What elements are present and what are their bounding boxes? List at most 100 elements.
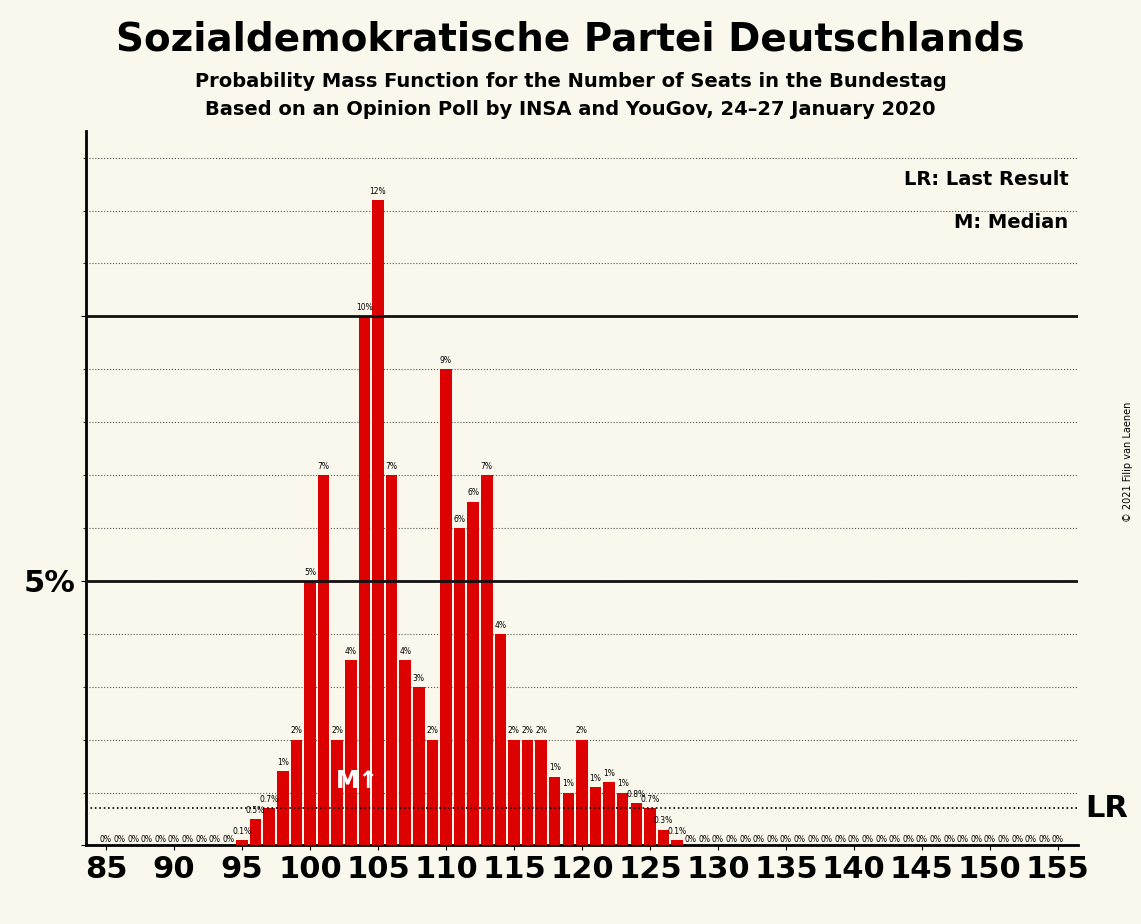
Text: 0.3%: 0.3% — [654, 817, 673, 825]
Text: 0%: 0% — [222, 835, 234, 844]
Text: 2%: 2% — [291, 726, 302, 736]
Text: 0%: 0% — [780, 835, 792, 844]
Bar — [494, 634, 507, 845]
Text: 0%: 0% — [209, 835, 220, 844]
Text: M↑: M↑ — [335, 769, 379, 793]
Text: 7%: 7% — [317, 462, 330, 471]
Bar — [345, 661, 356, 845]
Text: 3%: 3% — [413, 674, 424, 683]
Text: 0%: 0% — [154, 835, 167, 844]
Bar — [549, 777, 560, 845]
Text: M: Median: M: Median — [954, 213, 1068, 232]
Bar — [264, 808, 275, 845]
Text: 0%: 0% — [889, 835, 900, 844]
Text: 0%: 0% — [168, 835, 180, 844]
Bar — [468, 502, 479, 845]
Text: 0.7%: 0.7% — [259, 796, 278, 804]
Bar — [657, 830, 670, 845]
Bar — [482, 475, 493, 845]
Bar — [617, 793, 629, 845]
Bar — [590, 787, 601, 845]
Bar — [413, 687, 424, 845]
Text: 1%: 1% — [604, 769, 615, 778]
Text: 0%: 0% — [753, 835, 764, 844]
Bar — [331, 739, 343, 845]
Text: 6%: 6% — [467, 488, 479, 497]
Text: 1%: 1% — [590, 774, 601, 783]
Text: Sozialdemokratische Partei Deutschlands: Sozialdemokratische Partei Deutschlands — [116, 20, 1025, 58]
Text: 0%: 0% — [861, 835, 874, 844]
Bar — [427, 739, 438, 845]
Text: LR: LR — [1085, 794, 1128, 823]
Bar — [563, 793, 574, 845]
Text: 2%: 2% — [535, 726, 547, 736]
Text: 4%: 4% — [399, 647, 411, 656]
Text: 1%: 1% — [549, 763, 560, 772]
Bar — [399, 661, 411, 845]
Text: 7%: 7% — [480, 462, 493, 471]
Text: 1%: 1% — [617, 779, 629, 788]
Bar — [317, 475, 330, 845]
Text: 2%: 2% — [331, 726, 343, 736]
Text: 0%: 0% — [834, 835, 847, 844]
Bar — [671, 840, 682, 845]
Text: 0%: 0% — [984, 835, 996, 844]
Text: 2%: 2% — [427, 726, 438, 736]
Text: 2%: 2% — [521, 726, 534, 736]
Bar — [508, 739, 519, 845]
Text: LR: Last Result: LR: Last Result — [904, 171, 1068, 189]
Text: 0%: 0% — [726, 835, 737, 844]
Text: 0%: 0% — [685, 835, 697, 844]
Bar — [631, 803, 642, 845]
Bar — [521, 739, 533, 845]
Text: 4%: 4% — [345, 647, 357, 656]
Text: 0%: 0% — [1038, 835, 1050, 844]
Bar — [291, 739, 302, 845]
Text: 0%: 0% — [930, 835, 941, 844]
Bar — [576, 739, 588, 845]
Text: 0%: 0% — [739, 835, 751, 844]
Bar — [535, 739, 547, 845]
Text: 9%: 9% — [440, 356, 452, 365]
Text: 0%: 0% — [767, 835, 778, 844]
Text: 2%: 2% — [508, 726, 520, 736]
Text: 0%: 0% — [712, 835, 723, 844]
Bar — [277, 772, 289, 845]
Text: 0%: 0% — [698, 835, 711, 844]
Text: 2%: 2% — [576, 726, 588, 736]
Bar — [645, 808, 656, 845]
Text: 0.5%: 0.5% — [246, 806, 265, 815]
Text: 0%: 0% — [944, 835, 955, 844]
Text: 0%: 0% — [956, 835, 969, 844]
Text: Based on an Opinion Poll by INSA and YouGov, 24–27 January 2020: Based on an Opinion Poll by INSA and You… — [205, 100, 936, 119]
Text: 10%: 10% — [356, 303, 373, 312]
Text: 0%: 0% — [970, 835, 982, 844]
Text: 0.8%: 0.8% — [626, 790, 646, 799]
Text: 0%: 0% — [195, 835, 208, 844]
Bar — [604, 782, 615, 845]
Text: 6%: 6% — [453, 515, 466, 524]
Text: 4%: 4% — [494, 621, 507, 629]
Text: 0.1%: 0.1% — [667, 827, 687, 836]
Text: 0%: 0% — [916, 835, 928, 844]
Text: 7%: 7% — [386, 462, 397, 471]
Text: 0%: 0% — [875, 835, 887, 844]
Bar — [372, 200, 383, 845]
Text: 5%: 5% — [304, 567, 316, 577]
Text: 0%: 0% — [181, 835, 194, 844]
Text: 0.7%: 0.7% — [640, 796, 659, 804]
Text: © 2021 Filip van Laenen: © 2021 Filip van Laenen — [1123, 402, 1133, 522]
Text: 0%: 0% — [1011, 835, 1023, 844]
Text: 0%: 0% — [820, 835, 833, 844]
Text: 0%: 0% — [100, 835, 112, 844]
Bar — [386, 475, 397, 845]
Text: 0%: 0% — [1025, 835, 1037, 844]
Bar — [305, 581, 316, 845]
Text: 0.1%: 0.1% — [233, 827, 251, 836]
Bar — [250, 819, 261, 845]
Text: 0%: 0% — [807, 835, 819, 844]
Text: Probability Mass Function for the Number of Seats in the Bundestag: Probability Mass Function for the Number… — [195, 72, 946, 91]
Bar — [454, 528, 466, 845]
Bar — [440, 370, 452, 845]
Text: 0%: 0% — [903, 835, 914, 844]
